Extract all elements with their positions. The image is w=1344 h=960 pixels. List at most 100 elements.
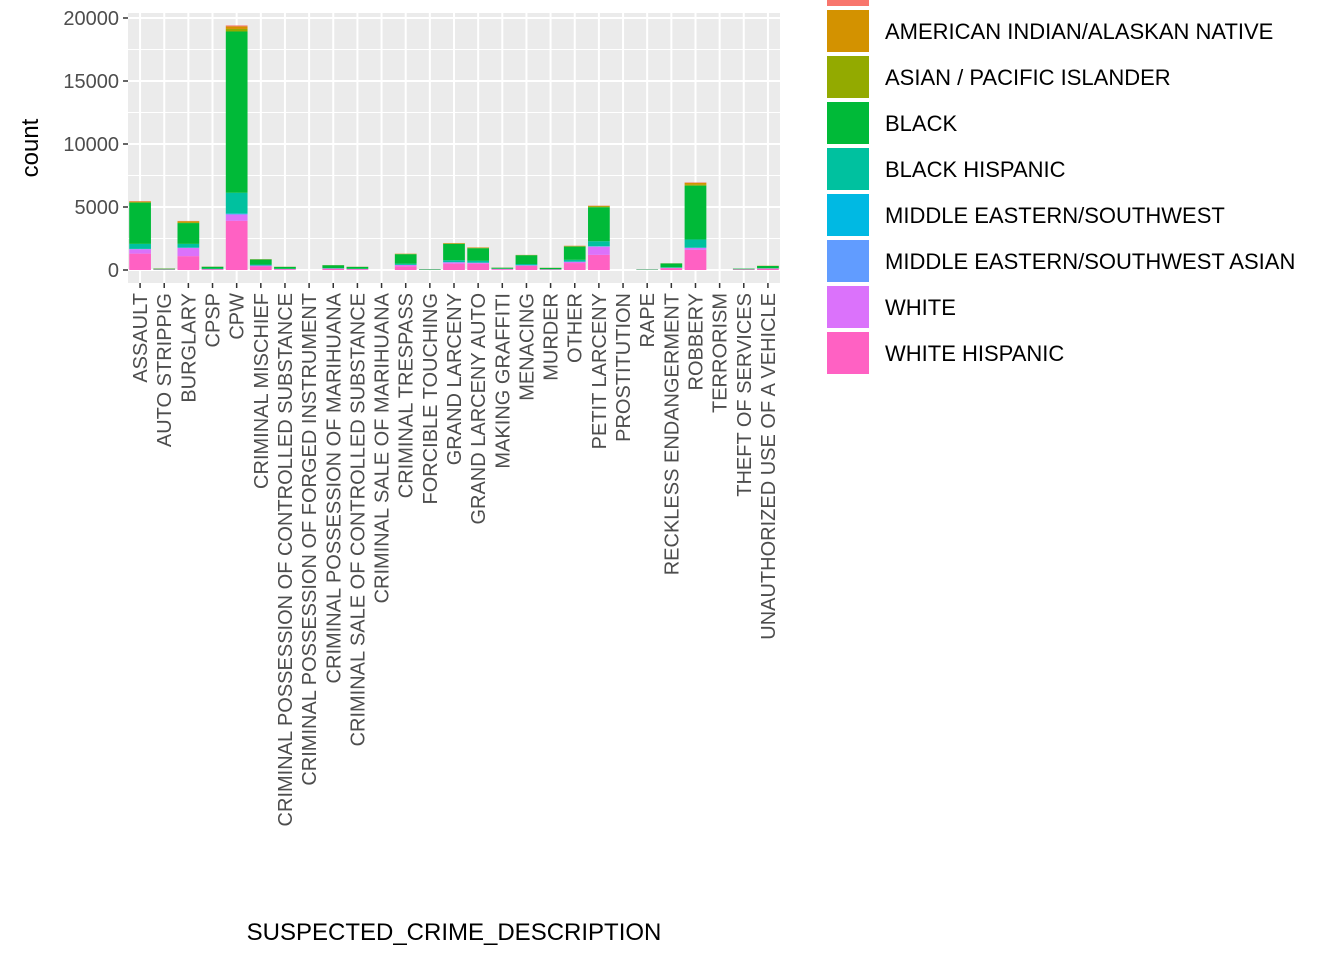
bar-segment [684, 249, 707, 270]
y-axis: 0 5000 10000 15000 20000 [63, 8, 128, 282]
legend-label: BLACK HISPANIC [885, 157, 1066, 182]
bar-segment [443, 243, 465, 261]
bar-segment [346, 269, 369, 270]
bar-segment [346, 266, 369, 269]
bar-segment [394, 254, 417, 264]
bar-segment [177, 247, 200, 257]
x-tick-label: OTHER [565, 293, 587, 363]
bar-segment [201, 269, 224, 270]
bar-segment [684, 185, 707, 240]
bar-segment [757, 265, 779, 269]
x-axis: ASSAULT AUTO STRIPPIG BURGLARY CPSP CPW CRIMI… [130, 283, 780, 826]
bar-segment [515, 265, 538, 270]
bar-segment [539, 267, 562, 270]
bar-segment [177, 221, 200, 223]
x-tick-label: ROBBERY [685, 293, 707, 390]
bar-segment [129, 243, 151, 249]
bar-segment [225, 192, 248, 214]
legend-key [825, 284, 871, 330]
y-tick-label: 0 [108, 260, 119, 282]
bar-segment [225, 28, 248, 32]
bar-segment [588, 206, 610, 208]
y-tick-label: 10000 [63, 134, 119, 156]
x-axis-title: SUSPECTED_CRIME_DESCRIPTION [247, 919, 662, 946]
x-tick-label: MAKING GRAFFITI [492, 293, 514, 469]
x-tick-label: RECKLESS ENDANGERMENT [661, 293, 683, 575]
bar-segment [588, 207, 610, 242]
legend-label: MIDDLE EASTERN/SOUTHWEST [885, 203, 1225, 228]
legend-label: WHITE [885, 295, 956, 320]
bar-segment [660, 263, 683, 268]
legend-key [825, 238, 871, 284]
bar-segment [249, 266, 272, 270]
bar-segment [322, 265, 345, 269]
bar-segment [515, 255, 538, 265]
bar-segment [129, 201, 151, 202]
bar-segment [684, 184, 707, 186]
bar-segment [177, 222, 200, 224]
x-tick-label: CRIMINAL SALE OF MARIHUANA [372, 292, 394, 603]
legend-key [825, 330, 871, 376]
bar-segment [588, 241, 610, 247]
bar-segment [684, 182, 707, 185]
bar-segment [757, 268, 779, 270]
bar-segment [201, 266, 224, 269]
bar-segment [467, 263, 490, 270]
bar-segment [660, 267, 683, 268]
x-tick-label: MENACING [516, 293, 538, 401]
bar-segment [684, 239, 707, 248]
bar-segment [225, 213, 248, 215]
bar-segment [225, 214, 248, 221]
x-tick-label: CPSP [203, 293, 225, 347]
y-tick-label: 20000 [63, 8, 119, 30]
bar-segment [225, 220, 248, 270]
x-tick-label: PROSTITUTION [613, 293, 635, 442]
bar-segment [732, 268, 755, 270]
x-tick-label: RAPE [637, 293, 659, 347]
bar-segment [129, 249, 151, 254]
bar-segment [443, 262, 465, 264]
x-tick-label: CRIMINAL SALE OF CONTROLLED SUBSTANCE [347, 293, 369, 746]
x-tick-label: FORCIBLE TOUCHING [420, 293, 442, 505]
bar-segment [660, 268, 683, 270]
legend-label: BLACK [885, 111, 957, 136]
bar-segment [684, 247, 707, 250]
bar-segment [225, 25, 248, 27]
x-tick-label: CRIMINAL POSSESSION OF FORGED INSTRUMENT [299, 293, 321, 786]
bar-segment [418, 269, 441, 270]
x-tick-label: UNAUTHORIZED USE OF A VEHICLE [758, 293, 780, 640]
x-tick-label: THEFT OF SERVICES [734, 293, 756, 497]
x-tick-label: GRAND LARCENY AUTO [468, 293, 490, 525]
bar-segment [201, 268, 224, 270]
bar-segment [225, 26, 248, 29]
x-tick-label: PETIT LARCENY [589, 293, 611, 449]
x-tick-label: MURDER [541, 293, 563, 381]
legend-key [825, 54, 871, 100]
x-tick-label: BURGLARY [178, 293, 200, 403]
bar-segment [563, 259, 586, 262]
bar-segment [467, 248, 490, 261]
bar-segment [249, 259, 272, 265]
legend-label: ASIAN / PACIFIC ISLANDER [885, 65, 1171, 90]
bar-segment [539, 269, 562, 270]
bar-segment [129, 253, 151, 270]
bar-segment [515, 265, 538, 266]
bar-segment [394, 264, 417, 267]
bar-segment [467, 260, 490, 263]
bar-segment [563, 246, 586, 260]
y-axis-title: count [17, 118, 44, 177]
bar-segment [443, 263, 465, 270]
bar-segment [177, 256, 200, 270]
bar-segment [491, 267, 514, 269]
bar-segment [394, 263, 417, 265]
bar-segment [467, 262, 490, 264]
bar-segment [394, 266, 417, 270]
bar-segment [588, 246, 610, 255]
bar-segment [249, 265, 272, 267]
x-tick-label: CRIMINAL TRESPASS [396, 293, 418, 498]
x-tick-label: CPW [227, 293, 249, 340]
bar-segment [588, 205, 610, 207]
y-tick-label: 5000 [75, 197, 120, 219]
